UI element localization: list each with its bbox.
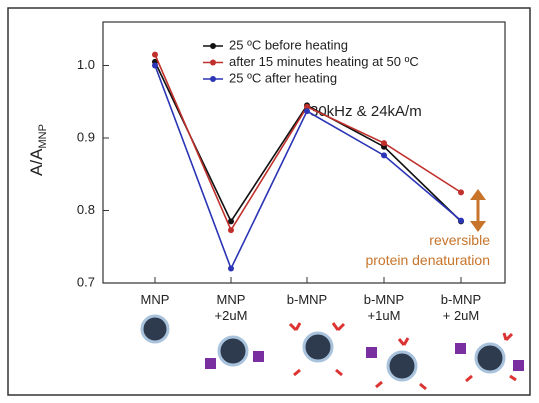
y-tick-label: 0.9 xyxy=(77,129,95,144)
point xyxy=(152,62,158,69)
legend-marker xyxy=(210,43,216,49)
particle-icons xyxy=(140,314,506,382)
point xyxy=(458,217,464,224)
point xyxy=(228,227,234,234)
frame xyxy=(7,7,531,396)
legend-marker xyxy=(210,59,216,66)
y-axis-label-sub: MNP xyxy=(37,124,49,148)
x-tick-label: MNP +2uM xyxy=(214,292,248,323)
plot-area xyxy=(102,21,506,284)
point xyxy=(381,140,387,147)
point xyxy=(228,265,234,272)
protein-squares xyxy=(205,343,524,371)
ligands xyxy=(288,322,517,391)
series-line xyxy=(154,61,462,224)
legend-label: after 15 minutes heating at 50 ºC xyxy=(229,54,419,69)
annotation: 30kHz & 24kA/m xyxy=(310,103,422,120)
annotation: reversible protein denaturation xyxy=(365,232,490,268)
y-tick-label: 0.8 xyxy=(77,202,95,217)
point xyxy=(304,108,310,115)
point xyxy=(458,189,464,196)
arrow xyxy=(470,189,486,232)
point xyxy=(304,103,310,110)
y-axis-label-main: A/A xyxy=(27,148,46,176)
point xyxy=(381,152,387,159)
x-tick-label: b-MNP + 2uM xyxy=(440,292,482,323)
x-tick-label: MNP xyxy=(140,292,170,307)
x-tick-label: b-MNP +1uM xyxy=(363,292,405,323)
y-tick-label: 1.0 xyxy=(77,57,95,72)
legend-label: 25 ºC before heating xyxy=(229,37,348,52)
x-tick-label: b-MNP xyxy=(286,292,328,307)
point xyxy=(152,51,158,58)
y-axis-label: A/AMNP xyxy=(27,124,48,176)
legend-label: 25 ºC after heating xyxy=(229,70,337,85)
point xyxy=(228,218,234,225)
y-tick-label: 0.7 xyxy=(77,274,95,289)
legend-marker xyxy=(210,76,216,82)
